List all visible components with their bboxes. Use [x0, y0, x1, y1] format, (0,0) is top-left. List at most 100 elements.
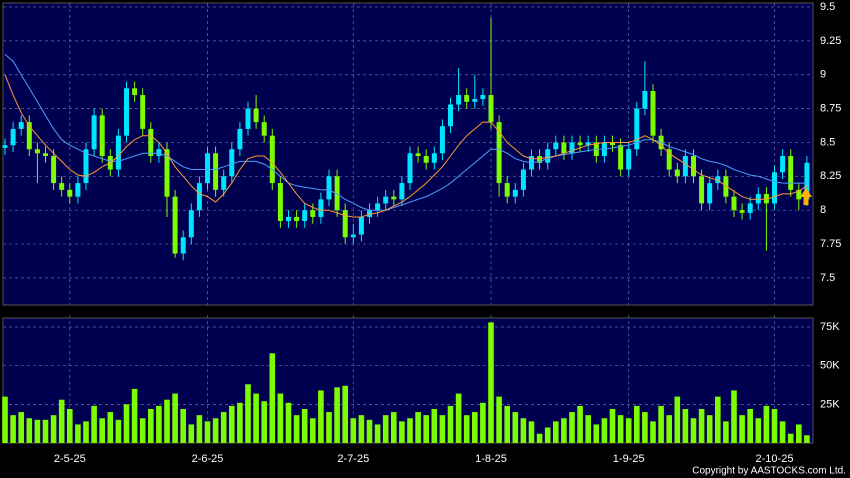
- candle-body: [788, 156, 794, 190]
- candle-body: [34, 149, 40, 154]
- candle-body: [512, 189, 518, 197]
- volume-bar: [731, 390, 737, 443]
- volume-bar: [172, 393, 178, 443]
- volume-bar: [512, 412, 519, 443]
- candle-body: [472, 99, 478, 102]
- volume-bar: [480, 402, 486, 443]
- candle-body: [723, 176, 729, 197]
- candle-body: [310, 210, 316, 217]
- y-tick-label: 7.5: [820, 272, 835, 284]
- volume-bar: [107, 412, 114, 443]
- candle-body: [577, 142, 583, 146]
- candle-body: [67, 189, 73, 197]
- volume-bar: [625, 418, 632, 443]
- volume-bar: [18, 412, 24, 443]
- candle-body: [269, 135, 275, 184]
- volume-bar: [666, 415, 672, 443]
- y-tick-label: 9.5: [820, 1, 835, 13]
- candle-body: [626, 149, 632, 170]
- candle-body: [731, 196, 737, 211]
- volume-bar: [617, 415, 624, 443]
- volume-bar: [536, 433, 543, 443]
- candle-body: [423, 156, 429, 163]
- candle-body: [164, 149, 170, 197]
- candle-body: [699, 176, 705, 204]
- volume-bar: [634, 405, 640, 443]
- candle-body: [537, 156, 543, 163]
- candle-body: [634, 108, 640, 150]
- volume-bar: [706, 415, 713, 443]
- candle-body: [221, 176, 227, 190]
- candle-body: [804, 162, 810, 200]
- candle-body: [545, 149, 551, 163]
- volume-bar: [67, 408, 73, 443]
- candle-body: [51, 156, 57, 184]
- candle-body: [334, 176, 340, 211]
- volume-bar: [488, 322, 494, 443]
- volume-bar: [374, 424, 381, 443]
- candle-body: [520, 169, 526, 190]
- x-tick-label: 2-10-25: [756, 453, 794, 465]
- candle-body: [229, 149, 235, 177]
- volume-bar: [99, 418, 105, 443]
- moving-average-line: [4, 54, 807, 211]
- y-tick-label: 9.25: [820, 35, 841, 47]
- candle-body: [666, 149, 672, 170]
- candle-body: [2, 145, 8, 148]
- candle-body: [407, 153, 413, 184]
- candle-body: [237, 128, 243, 150]
- x-tick-label: 2-6-25: [192, 453, 224, 465]
- candle-body: [75, 183, 81, 197]
- candle-body: [253, 108, 259, 123]
- volume-bar: [139, 418, 146, 443]
- volume-bar: [779, 421, 786, 443]
- volume-bar: [26, 418, 33, 443]
- arrow-icon: [800, 188, 812, 205]
- candle-body: [375, 203, 381, 211]
- volume-bar: [131, 388, 138, 443]
- candle-body: [367, 210, 372, 217]
- candle-body: [286, 216, 291, 222]
- candle-body: [261, 122, 267, 136]
- volume-bar: [447, 405, 454, 443]
- volume-bar: [431, 408, 438, 443]
- volume-bar: [358, 415, 365, 443]
- candle-body: [715, 176, 721, 184]
- candle-body: [383, 196, 389, 204]
- candle-body: [553, 142, 559, 150]
- candle-body: [448, 104, 453, 127]
- candle-body: [43, 153, 48, 156]
- volume-bar: [10, 415, 16, 443]
- candle-body: [755, 193, 761, 204]
- volume-bar: [58, 399, 65, 443]
- volume-bar: [83, 421, 89, 443]
- candle-body: [318, 199, 324, 217]
- candle-body: [707, 183, 713, 204]
- candle-body: [172, 196, 178, 254]
- candle-body: [691, 156, 696, 177]
- x-tick-label: 2-5-25: [54, 453, 86, 465]
- volume-bar: [156, 405, 162, 443]
- candle-body: [326, 176, 332, 200]
- volume-bar: [715, 396, 721, 443]
- volume-bar: [245, 384, 251, 443]
- volume-bar: [504, 405, 510, 443]
- x-tick-label: 1-8-25: [475, 453, 507, 465]
- volume-bar: [180, 408, 186, 443]
- candle-body: [196, 183, 202, 211]
- volume-bar: [698, 408, 705, 443]
- volume-bar: [204, 421, 211, 443]
- candle-body: [610, 142, 615, 146]
- y-tick-label: 25K: [820, 398, 840, 410]
- volume-bar: [42, 419, 49, 443]
- volume-bar: [528, 421, 535, 443]
- volume-bar: [739, 415, 745, 443]
- candle-body: [18, 122, 24, 129]
- volume-bar: [310, 418, 316, 443]
- volume-bar: [771, 408, 778, 443]
- volume-bar: [285, 402, 292, 443]
- candle-body: [124, 88, 129, 136]
- volume-bar: [747, 408, 753, 443]
- volume-bar: [277, 393, 284, 443]
